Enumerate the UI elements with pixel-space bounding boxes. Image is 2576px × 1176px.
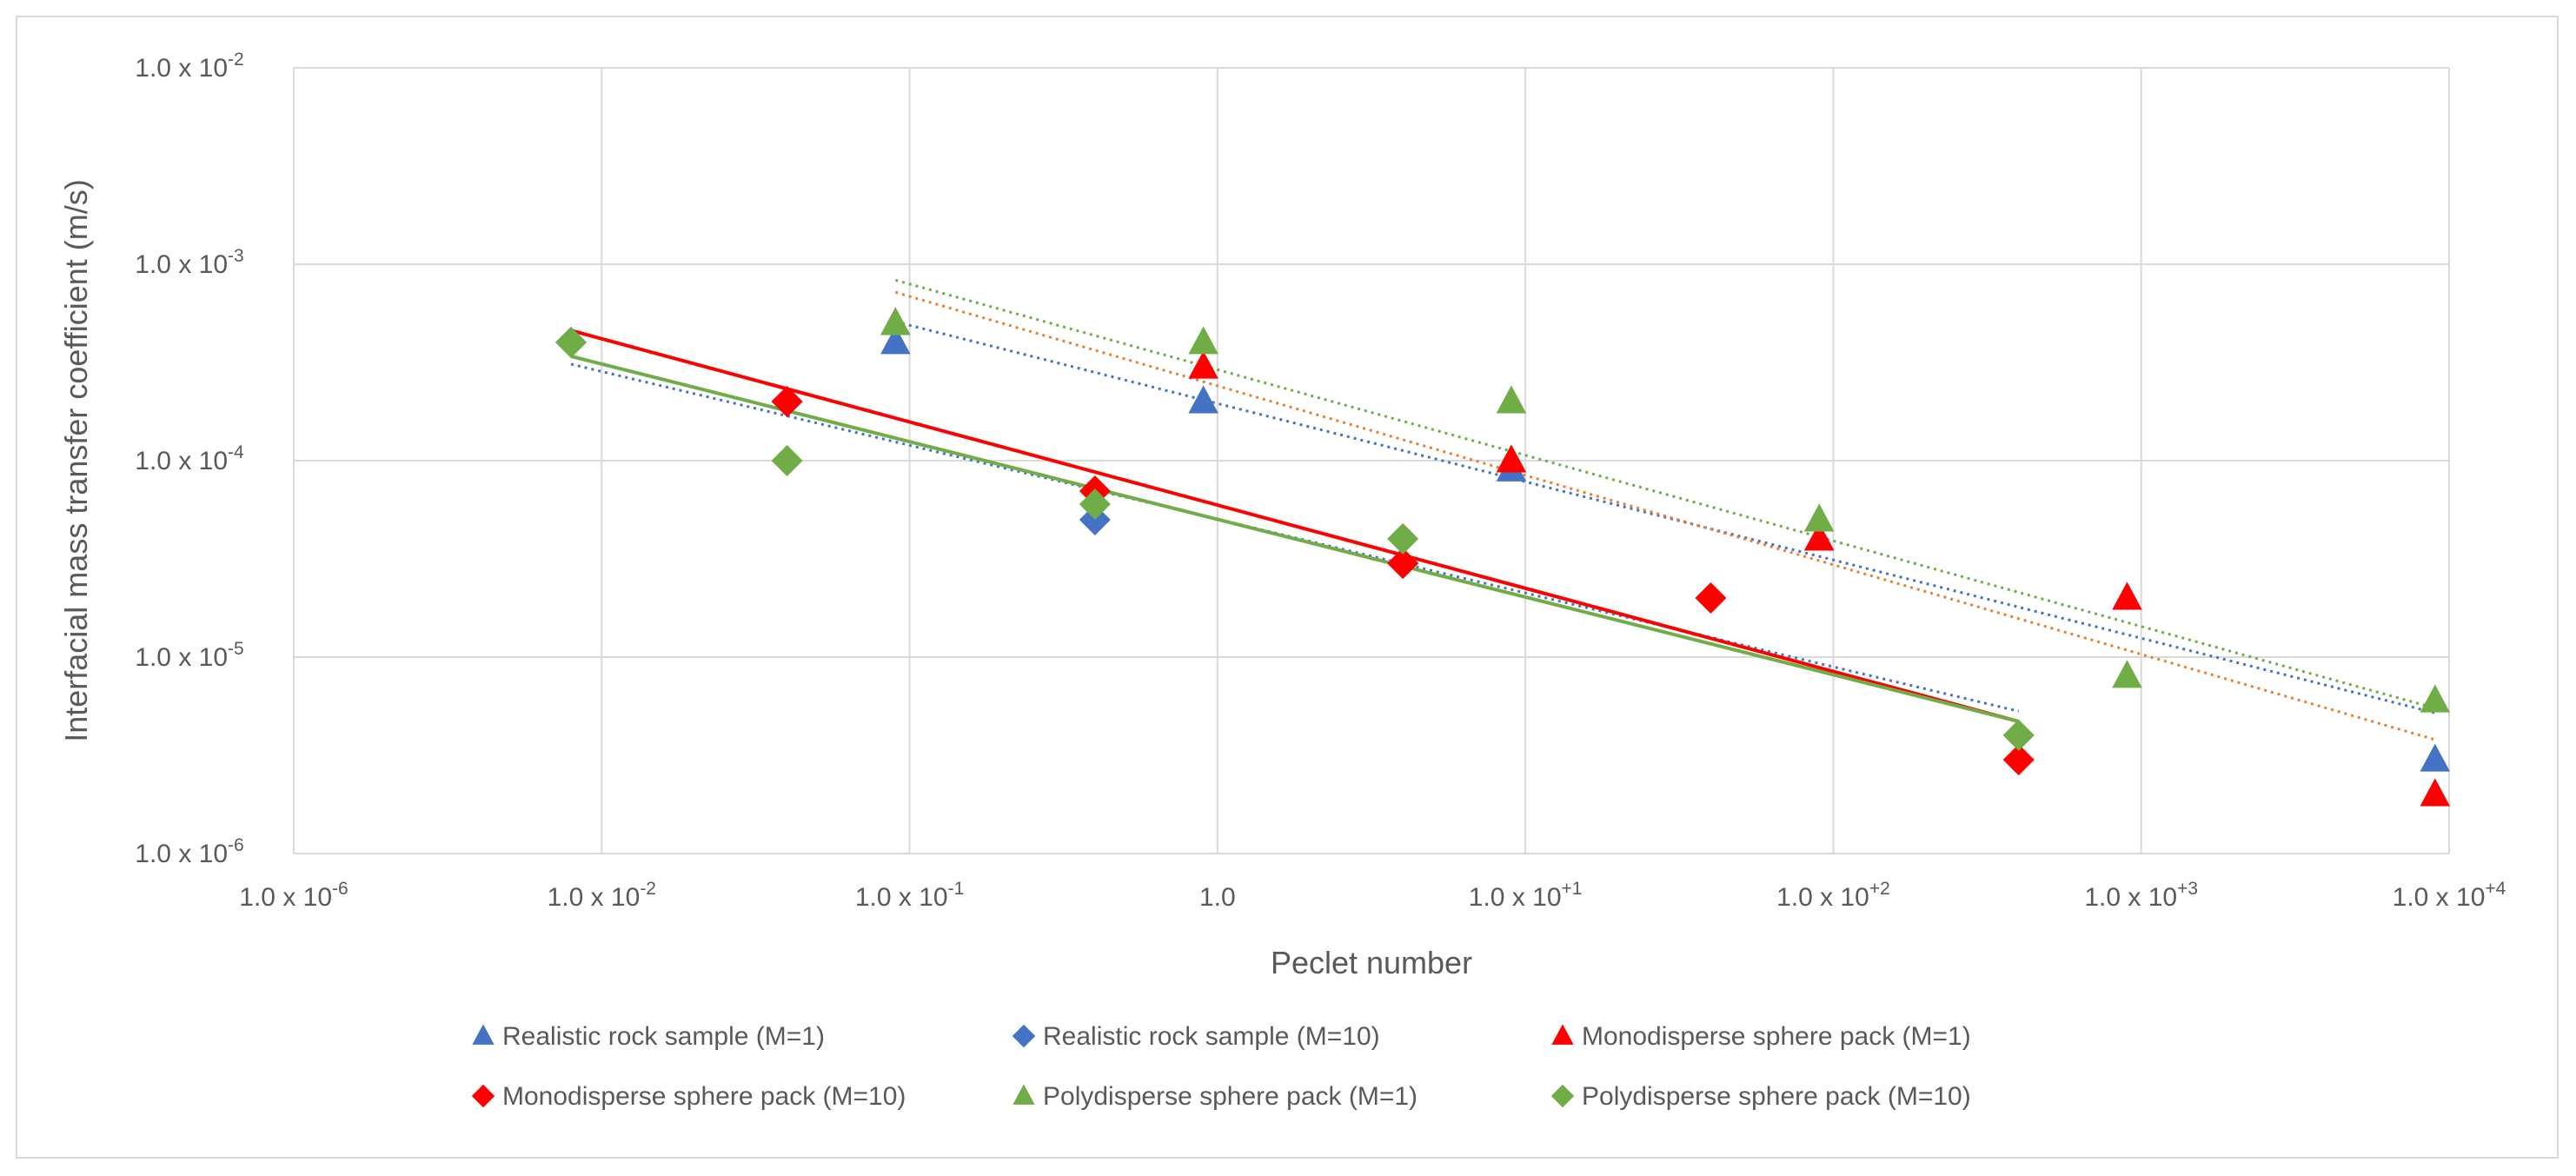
data-point — [771, 445, 803, 476]
x-tick-label: 1.0 x 10+1 — [1469, 879, 1583, 912]
legend-entry: Monodisperse sphere pack (M=1) — [1551, 1022, 1971, 1051]
trendline — [570, 329, 2020, 724]
legend-label: Polydisperse sphere pack (M=1) — [1043, 1082, 1417, 1111]
data-point — [1079, 488, 1111, 521]
data-point — [2002, 744, 2035, 776]
data-point — [2420, 684, 2451, 713]
legend-entry: Polydisperse sphere pack (M=1) — [1012, 1082, 1417, 1111]
data-point — [555, 326, 588, 358]
y-axis-title: Interfacial mass transfer coefficient (m… — [58, 179, 94, 742]
data-point — [1803, 503, 1835, 532]
x-tick-label: 1.0 x 10-6 — [239, 879, 348, 912]
x-tick-label: 1.0 x 10-1 — [855, 879, 964, 912]
legend-label: Realistic rock sample (M=10) — [1043, 1022, 1380, 1051]
data-point — [880, 326, 911, 355]
legend-entry: Realistic rock sample (M=1) — [472, 1022, 825, 1051]
y-tick-label: 1.0 x 10-6 — [135, 835, 243, 868]
legend-entry: Monodisperse sphere pack (M=10) — [471, 1082, 906, 1111]
data-point — [1387, 548, 1419, 580]
data-point — [1188, 385, 1218, 414]
legend-label: Polydisperse sphere pack (M=10) — [1582, 1082, 1971, 1111]
legend-entry: Realistic rock sample (M=10) — [1012, 1022, 1380, 1051]
data-point — [2112, 581, 2142, 610]
data-point — [1387, 522, 1419, 555]
legend: Realistic rock sample (M=1) Realistic roc… — [471, 1022, 1971, 1111]
data-markers — [555, 307, 2451, 807]
data-point — [1496, 385, 1527, 414]
grid — [293, 67, 2450, 854]
legend-label: Monodisperse sphere pack (M=1) — [1582, 1022, 1971, 1051]
x-tick-label: 1.0 x 10+4 — [2393, 879, 2506, 912]
y-tick-label: 1.0 x 10-3 — [135, 246, 243, 279]
legend-entry: Polydisperse sphere pack (M=10) — [1550, 1082, 1971, 1111]
x-tick-label: 1.0 — [1199, 883, 1236, 912]
legend-marker — [1551, 1024, 1574, 1045]
data-point — [2420, 778, 2451, 807]
chart-frame — [16, 16, 2559, 1159]
x-tick-label: 1.0 x 10-2 — [548, 879, 656, 912]
trendline — [894, 290, 2436, 741]
data-point — [1188, 326, 1218, 355]
x-tick-label: 1.0 x 10+2 — [1776, 879, 1890, 912]
y-tick-label: 1.0 x 10-5 — [135, 639, 243, 672]
legend-marker — [1012, 1084, 1035, 1105]
trendlines — [570, 278, 2436, 741]
legend-label: Realistic rock sample (M=1) — [502, 1022, 825, 1051]
data-point — [2420, 743, 2451, 772]
data-point — [2112, 660, 2142, 688]
trendline — [570, 354, 2020, 724]
legend-marker — [1550, 1084, 1575, 1108]
data-point — [2002, 719, 2035, 751]
legend-marker — [471, 1084, 495, 1108]
y-tick-label: 1.0 x 10-2 — [135, 50, 243, 83]
legend-marker — [472, 1024, 495, 1045]
legend-label: Monodisperse sphere pack (M=10) — [502, 1082, 906, 1111]
trendline — [894, 278, 2436, 710]
y-tick-label: 1.0 x 10-4 — [135, 442, 244, 475]
data-point — [1803, 522, 1835, 551]
data-point — [1496, 444, 1527, 473]
legend-marker — [1012, 1024, 1036, 1048]
x-axis-title: Peclet number — [1271, 945, 1472, 980]
data-point — [771, 385, 803, 417]
data-point — [1695, 581, 1727, 614]
data-point — [880, 307, 911, 336]
tick-labels: 1.0 x 10-6 1.0 x 10-2 1.0 x 10-1 1.0 1.0 x 1… — [135, 50, 2506, 912]
x-tick-label: 1.0 x 10+3 — [2084, 879, 2198, 912]
data-point — [1188, 350, 1218, 379]
